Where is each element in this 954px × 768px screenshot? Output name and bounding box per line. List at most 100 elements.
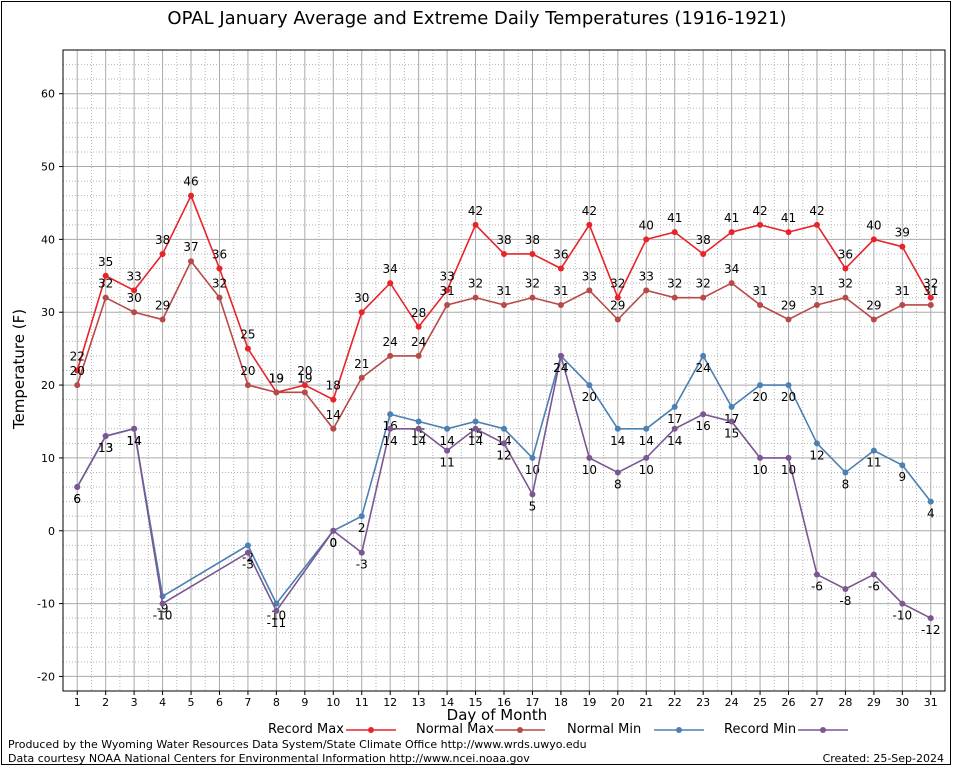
x-tick-label: 6: [216, 696, 223, 709]
data-label: 33: [639, 269, 654, 283]
x-tick-label: 27: [810, 696, 824, 709]
data-point: [273, 600, 280, 607]
data-label: 24: [411, 335, 426, 349]
data-label: 32: [212, 277, 227, 291]
data-label: 33: [439, 269, 454, 283]
data-point: [927, 615, 934, 622]
data-label: 20: [582, 390, 597, 404]
data-label: 30: [126, 291, 141, 305]
x-tick-label: 10: [326, 696, 340, 709]
data-point: [529, 294, 536, 301]
data-point: [842, 294, 849, 301]
data-point: [557, 265, 564, 272]
data-point: [244, 549, 251, 556]
data-point: [102, 433, 109, 440]
data-label: 38: [155, 233, 170, 247]
data-point: [188, 258, 195, 265]
data-point: [813, 221, 820, 228]
data-label: 38: [525, 233, 540, 247]
legend-normal-min: Normal Min: [567, 722, 641, 737]
data-label: 14: [667, 434, 682, 448]
data-label: 46: [183, 175, 198, 189]
data-label: -3: [242, 558, 254, 572]
data-point: [643, 287, 650, 294]
x-tick-label: 31: [924, 696, 938, 709]
legend-normal-max: Normal Max: [416, 722, 494, 737]
data-label: 19: [269, 371, 284, 385]
data-label: -10: [893, 609, 913, 623]
data-label: 15: [724, 426, 739, 440]
data-label: 41: [667, 211, 682, 225]
data-label: -8: [839, 594, 851, 608]
data-point: [74, 367, 81, 374]
data-label: 34: [724, 262, 739, 276]
data-point: [870, 571, 877, 578]
data-point: [529, 250, 536, 257]
x-axis-label: Day of Month: [446, 706, 548, 724]
x-tick-label: 19: [582, 696, 596, 709]
series-line: [76, 354, 932, 606]
data-point: [472, 425, 479, 432]
data-label: 22: [70, 350, 85, 364]
legend-label: Normal Min: [567, 722, 642, 737]
data-label: 2: [358, 521, 366, 535]
data-label: 29: [610, 299, 625, 313]
data-point: [358, 309, 365, 316]
data-point: [728, 418, 735, 425]
legend-record-min: Record Min: [724, 722, 796, 737]
y-tick-label: 40: [41, 233, 55, 246]
data-label: 42: [468, 204, 483, 218]
data-label: 32: [923, 277, 938, 291]
data-point: [444, 287, 451, 294]
data-label: -2: [242, 550, 254, 564]
data-label: 16: [696, 419, 711, 433]
y-tick-label: 0: [48, 525, 55, 538]
data-point: [102, 294, 109, 301]
data-point: [614, 316, 621, 323]
data-point: [671, 425, 678, 432]
data-label: 33: [582, 269, 597, 283]
data-label: 37: [183, 240, 198, 254]
data-point: [586, 382, 593, 389]
x-tick-label: 22: [668, 696, 682, 709]
data-label: 32: [468, 277, 483, 291]
x-tick-label: 14: [440, 696, 454, 709]
data-point: [415, 352, 422, 359]
x-tick-label: 9: [301, 696, 308, 709]
data-label: 19: [269, 371, 284, 385]
data-label: 10: [781, 463, 796, 477]
data-label: 30: [354, 291, 369, 305]
data-label: 39: [895, 226, 910, 240]
data-point: [444, 425, 451, 432]
data-point: [159, 316, 166, 323]
x-tick-label: 2: [102, 696, 109, 709]
data-point: [757, 382, 764, 389]
data-label: 42: [582, 204, 597, 218]
data-point: [330, 527, 337, 534]
x-tick-label: 30: [895, 696, 909, 709]
data-label: 42: [809, 204, 824, 218]
data-point: [671, 229, 678, 236]
data-label: 10: [752, 463, 767, 477]
data-point: [501, 440, 507, 447]
data-point: [330, 396, 337, 403]
data-label: 20: [752, 390, 767, 404]
x-tick-label: 4: [159, 696, 166, 709]
data-point: [273, 389, 280, 396]
data-point: [614, 469, 621, 476]
data-label: -11: [267, 616, 287, 630]
data-label: 33: [126, 269, 141, 283]
data-point: [757, 221, 764, 228]
data-point: [472, 294, 479, 301]
data-point: [927, 498, 934, 505]
data-label: 14: [126, 434, 141, 448]
data-label: 29: [781, 299, 796, 313]
data-label: 31: [553, 284, 568, 298]
data-point: [529, 454, 536, 461]
series-line: [76, 355, 932, 619]
data-label: 32: [610, 277, 625, 291]
data-point: [700, 352, 707, 359]
legend-marker: [676, 727, 682, 733]
